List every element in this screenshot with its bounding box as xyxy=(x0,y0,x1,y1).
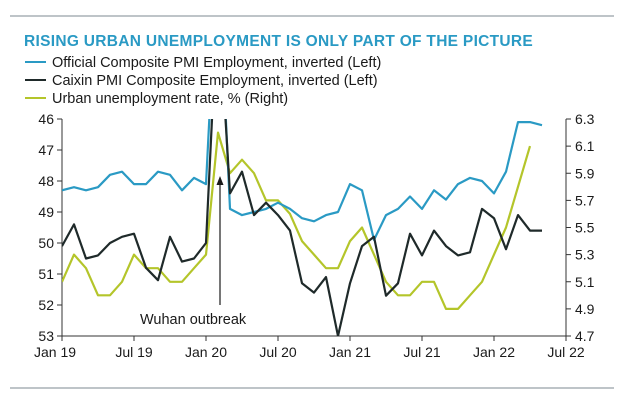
annotation-label: Wuhan outbreak xyxy=(140,312,247,328)
right-tick-label: 4.7 xyxy=(575,328,595,344)
left-tick-label: 46 xyxy=(38,111,54,127)
x-tick-label: Jan 20 xyxy=(185,344,227,360)
left-tick-label: 47 xyxy=(38,142,54,158)
left-tick-label: 48 xyxy=(38,173,54,189)
x-tick-label: Jan 19 xyxy=(34,344,76,360)
x-tick-label: Jul 20 xyxy=(259,344,297,360)
tick-labels: 46 47 48 49 50 51 52 53 6.3 6.1 5.9 5.7 5.5 5.3 5.1 4.9… xyxy=(34,111,595,360)
x-tick-label: Jul 19 xyxy=(115,344,153,360)
x-tick-label: Jan 22 xyxy=(473,344,515,360)
right-tick-label: 5.5 xyxy=(575,220,595,236)
left-tick-label: 52 xyxy=(38,297,54,313)
legend: Official Composite PMI Employment, inver… xyxy=(25,55,381,107)
series-line-official xyxy=(62,119,543,241)
x-tick-label: Jul 22 xyxy=(547,344,585,360)
right-tick-label: 5.3 xyxy=(575,247,595,263)
right-tick-label: 5.1 xyxy=(575,274,595,290)
left-tick-label: 51 xyxy=(38,266,54,282)
series-layer xyxy=(62,119,543,336)
annotation-arrowhead xyxy=(216,176,224,185)
x-tick-label: Jan 21 xyxy=(329,344,371,360)
chart-title: RISING URBAN UNEMPLOYMENT IS ONLY PART O… xyxy=(24,33,533,50)
annotation-layer: Wuhan outbreak xyxy=(140,176,247,328)
legend-label-official: Official Composite PMI Employment, inver… xyxy=(52,55,381,71)
right-tick-label: 6.1 xyxy=(575,138,595,154)
left-tick-label: 50 xyxy=(38,235,54,251)
left-tick-label: 53 xyxy=(38,328,54,344)
legend-label-caixin: Caixin PMI Composite Employment, inverte… xyxy=(52,73,378,89)
plot-axes xyxy=(61,119,567,337)
left-tick-label: 49 xyxy=(38,204,54,220)
legend-label-unemployment: Urban unemployment rate, % (Right) xyxy=(52,91,288,107)
x-tick-label: Jul 21 xyxy=(403,344,441,360)
series-line-unemployment xyxy=(62,131,532,310)
right-tick-label: 5.7 xyxy=(575,192,595,208)
right-tick-label: 6.3 xyxy=(575,111,595,127)
right-tick-label: 4.9 xyxy=(575,301,595,317)
right-tick-label: 5.9 xyxy=(575,165,595,181)
series-line-caixin xyxy=(62,119,542,336)
